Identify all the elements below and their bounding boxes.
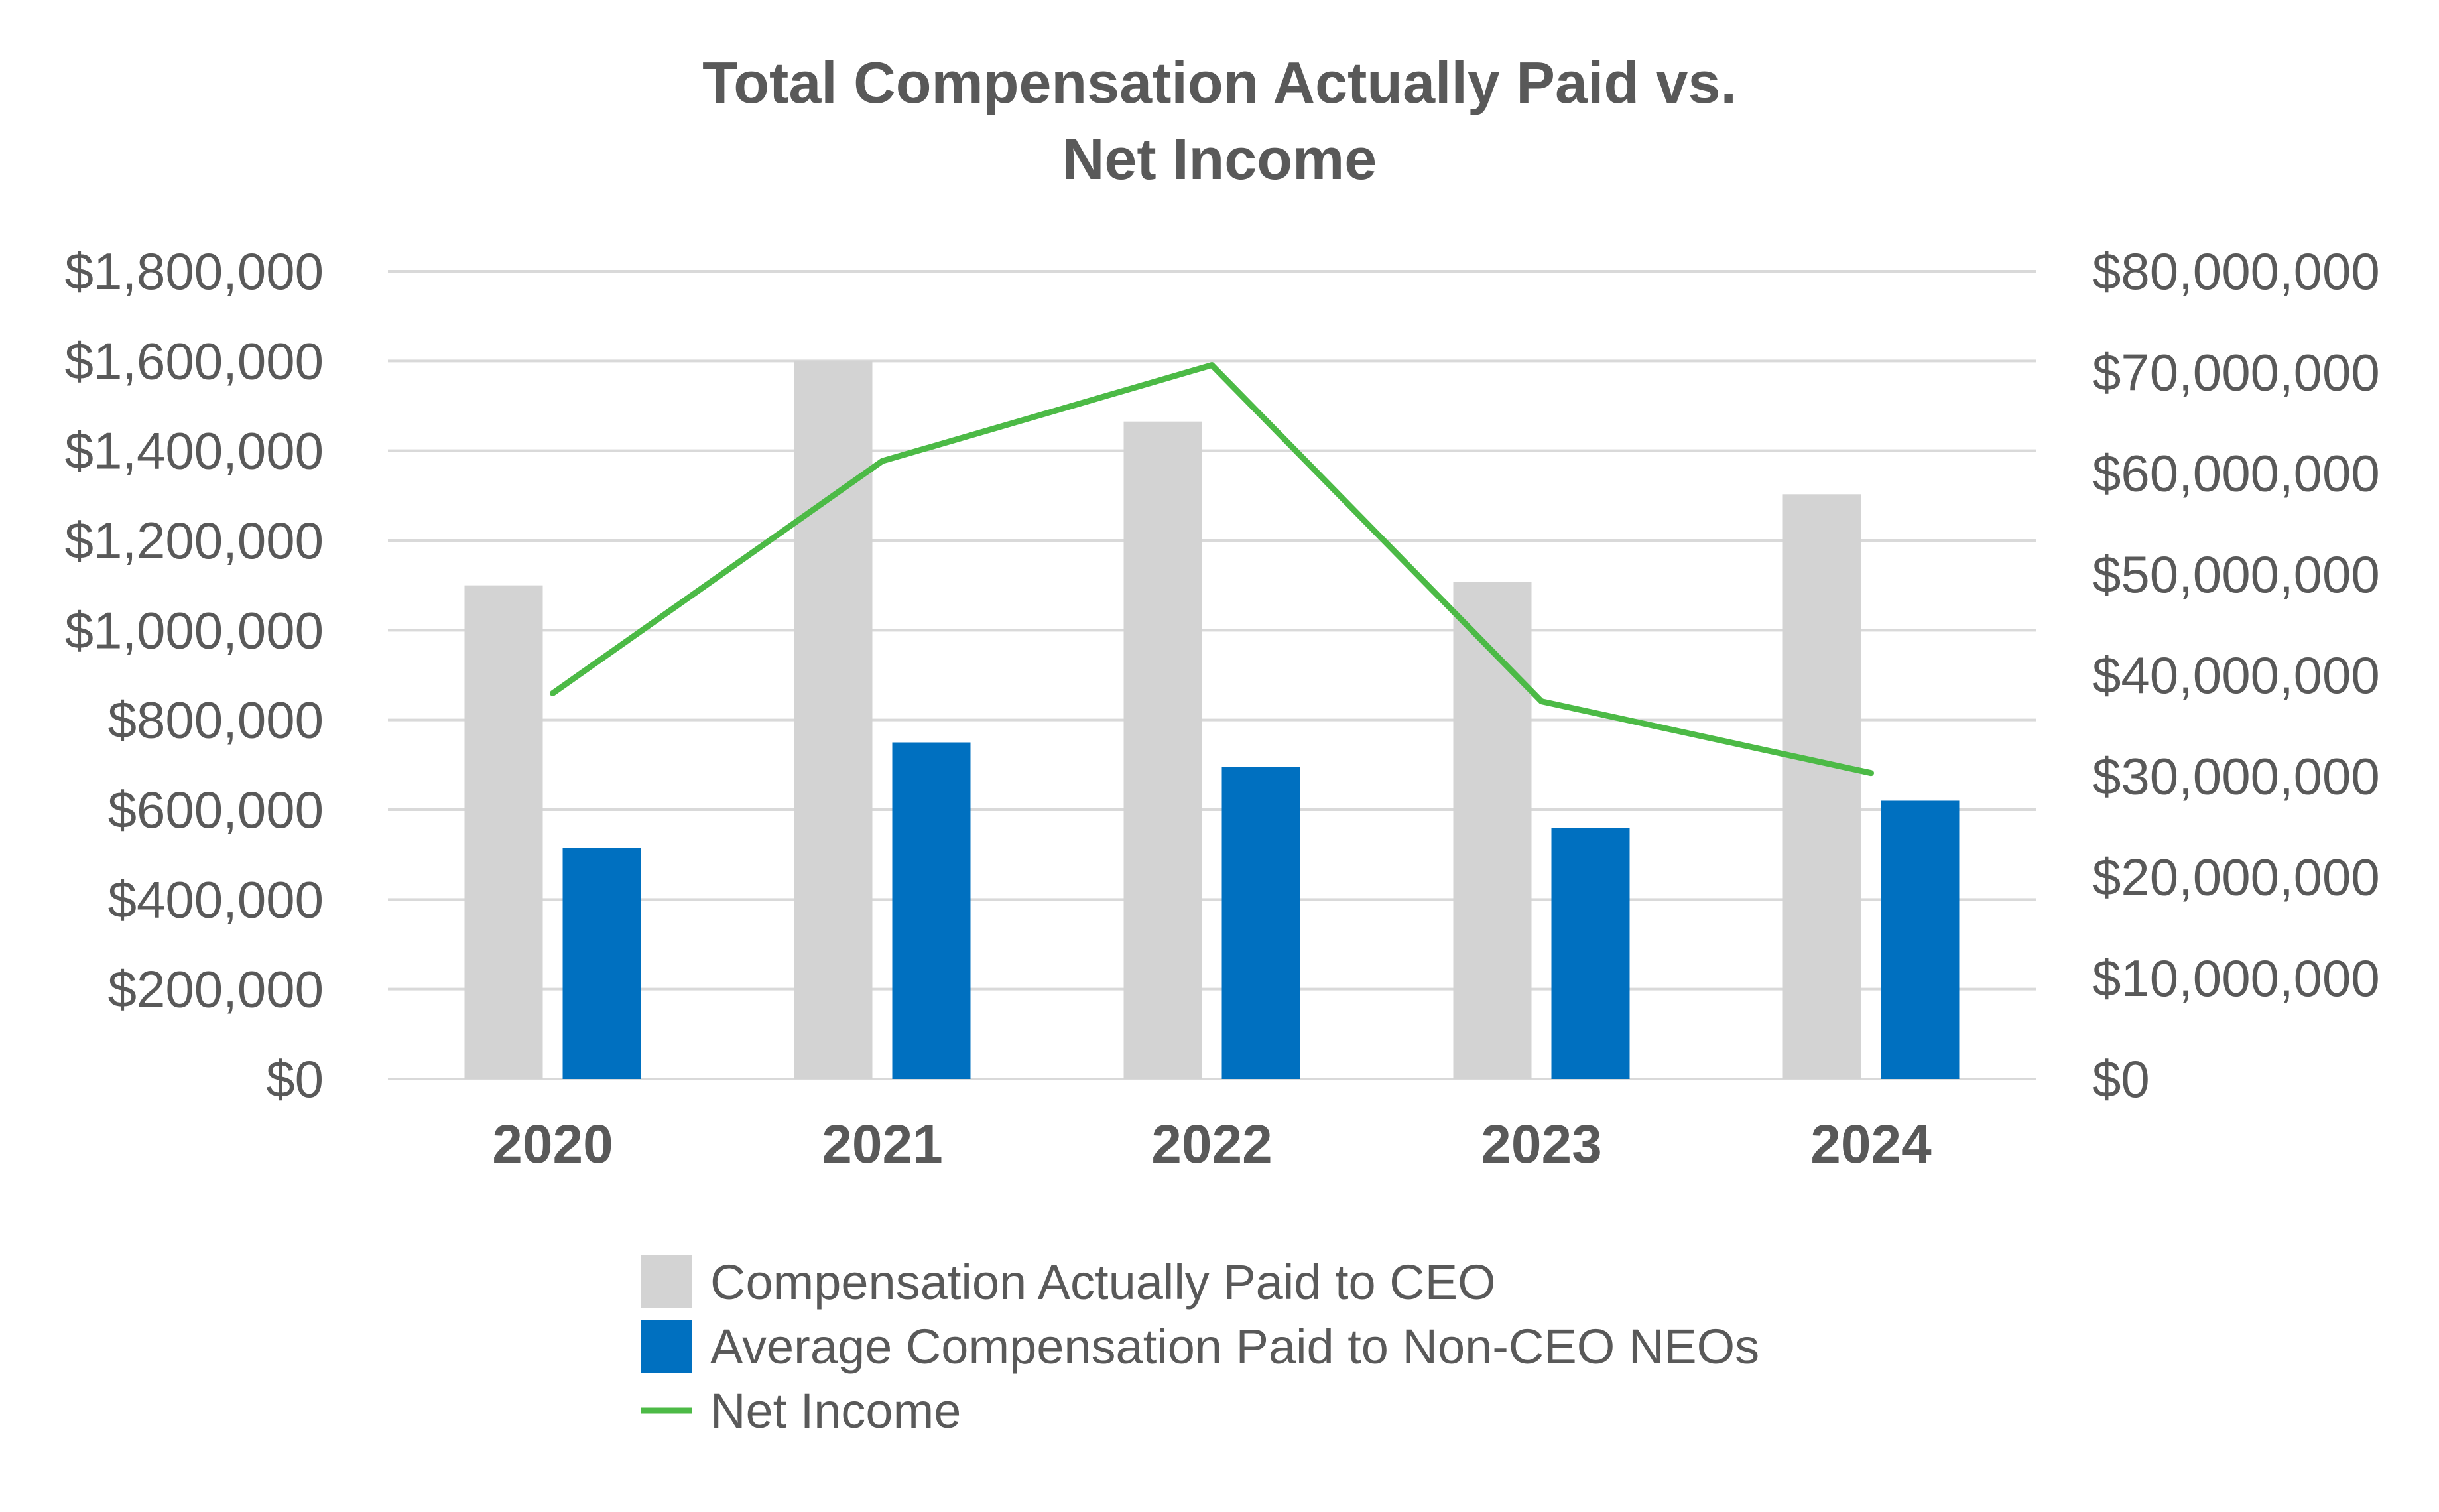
legend-label: Net Income xyxy=(710,1383,961,1438)
x-axis: 2020 2021 2022 2023 2024 xyxy=(492,1114,1932,1174)
ceo-compensation-bar xyxy=(1453,582,1532,1079)
left-axis-tick-label: $400,000 xyxy=(108,870,324,928)
x-axis-category-label: 2023 xyxy=(1481,1114,1601,1174)
left-y-axis: $0 $200,000 $400,000 $600,000 $800,000 $1,000… xyxy=(65,242,324,1108)
ceo-compensation-bar xyxy=(1123,421,1202,1079)
left-axis-tick-label: $1,200,000 xyxy=(65,511,324,570)
neo-compensation-bar xyxy=(562,848,641,1079)
x-axis-category-label: 2022 xyxy=(1151,1114,1272,1174)
bars xyxy=(464,361,1960,1080)
ceo-compensation-bar xyxy=(464,585,543,1079)
neo-compensation-bar xyxy=(1221,767,1300,1079)
right-axis-tick-label: $60,000,000 xyxy=(2092,444,2380,503)
left-axis-tick-label: $600,000 xyxy=(108,781,324,839)
right-axis-tick-label: $50,000,000 xyxy=(2092,545,2380,603)
left-axis-tick-label: $200,000 xyxy=(108,960,324,1019)
chart-title: Total Compensation Actually Paid vs. Net… xyxy=(702,50,1737,192)
gridlines xyxy=(388,270,2036,1080)
right-axis-tick-label: $30,000,000 xyxy=(2092,747,2380,805)
ceo-compensation-bar xyxy=(794,361,873,1080)
left-axis-tick-label: $800,000 xyxy=(108,691,324,749)
legend: Compensation Actually Paid to CEO Average… xyxy=(641,1255,1759,1438)
net-income-line xyxy=(550,362,1874,777)
neo-compensation-bar xyxy=(1881,800,1960,1079)
chart-title-line-1: Total Compensation Actually Paid vs. xyxy=(702,50,1737,115)
legend-label: Compensation Actually Paid to CEO xyxy=(710,1255,1496,1310)
neo-compensation-bar xyxy=(892,742,971,1079)
right-axis-tick-label: $80,000,000 xyxy=(2092,242,2380,300)
x-axis-category-label: 2020 xyxy=(492,1114,613,1174)
legend-swatch xyxy=(641,1320,692,1373)
left-axis-tick-label: $0 xyxy=(266,1050,324,1108)
right-axis-tick-label: $0 xyxy=(2092,1050,2150,1108)
x-axis-category-label: 2024 xyxy=(1810,1114,1932,1174)
right-axis-tick-label: $70,000,000 xyxy=(2092,343,2380,401)
right-axis-tick-label: $10,000,000 xyxy=(2092,949,2380,1007)
right-axis-tick-label: $20,000,000 xyxy=(2092,848,2380,907)
net-income-line-group xyxy=(550,362,1874,777)
left-axis-tick-label: $1,600,000 xyxy=(65,332,324,390)
neo-compensation-bar xyxy=(1551,828,1630,1079)
left-axis-tick-label: $1,800,000 xyxy=(65,242,324,300)
x-axis-category-label: 2021 xyxy=(822,1114,942,1174)
ceo-compensation-bar xyxy=(1782,494,1861,1079)
chart-title-line-2: Net Income xyxy=(1062,126,1377,192)
left-axis-tick-label: $1,000,000 xyxy=(65,601,324,659)
legend-label: Average Compensation Paid to Non-CEO NEO… xyxy=(710,1319,1759,1374)
right-y-axis: $0 $10,000,000 $20,000,000 $30,000,000 $40,0… xyxy=(2092,242,2380,1108)
legend-swatch xyxy=(641,1255,692,1308)
right-axis-tick-label: $40,000,000 xyxy=(2092,646,2380,704)
left-axis-tick-label: $1,400,000 xyxy=(65,422,324,480)
